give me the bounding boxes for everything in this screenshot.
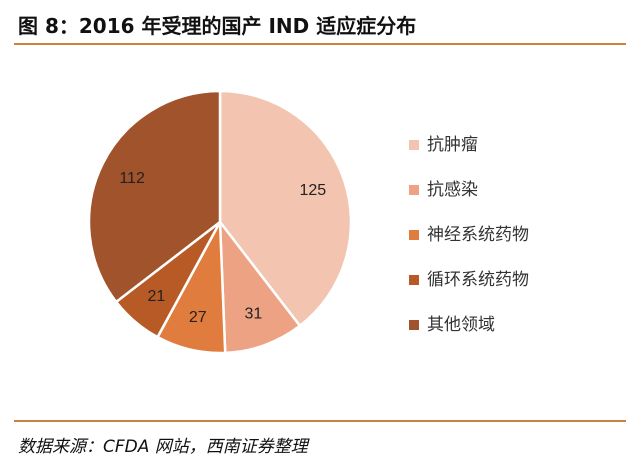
legend-swatch xyxy=(409,320,419,330)
pie-slice-2 xyxy=(218,220,302,355)
slice-value-label-4: 21 xyxy=(148,288,166,305)
pie-data-labels: 125 31 27 21 112 xyxy=(119,170,326,326)
legend-item-3: 神经系统药物 xyxy=(409,225,529,245)
pie-slices xyxy=(87,89,353,355)
slice-value-label-5: 112 xyxy=(119,170,145,187)
legend-label: 抗肿瘤 xyxy=(427,135,478,155)
legend-item-4: 循环系统药物 xyxy=(409,270,529,290)
legend-item-1: 抗肿瘤 xyxy=(409,135,478,155)
source-note: 数据来源：CFDA 网站，西南证券整理 xyxy=(18,437,308,457)
pie-slice-5 xyxy=(87,89,222,304)
pie-slice-1 xyxy=(218,89,353,328)
slice-value-label-2: 31 xyxy=(245,306,263,323)
legend-label: 循环系统药物 xyxy=(427,270,529,290)
source-divider xyxy=(14,420,626,422)
legend-label: 抗感染 xyxy=(427,180,478,200)
slice-value-label-3: 27 xyxy=(189,309,207,326)
title-divider xyxy=(14,43,626,45)
chart-title: 图 8：2016 年受理的国产 IND 适应症分布 xyxy=(18,14,417,38)
legend-swatch xyxy=(409,140,419,150)
legend-label: 其他领域 xyxy=(427,315,495,335)
legend-item-5: 其他领域 xyxy=(409,315,495,335)
legend-swatch xyxy=(409,230,419,240)
slice-value-label-1: 125 xyxy=(299,182,326,199)
legend-swatch xyxy=(409,185,419,195)
legend-swatch xyxy=(409,275,419,285)
legend-item-2: 抗感染 xyxy=(409,180,478,200)
legend-label: 神经系统药物 xyxy=(427,225,529,245)
